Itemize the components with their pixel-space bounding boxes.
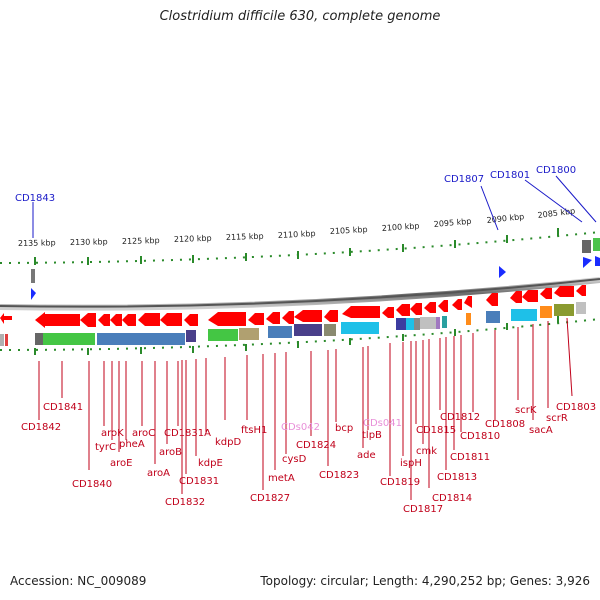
scale-label: 2105 kbp xyxy=(330,225,368,236)
gene-label: cysD xyxy=(282,454,307,465)
gene-label: CD1813 xyxy=(437,472,477,483)
gene-label: scrR xyxy=(546,413,568,424)
gene-label: aroK xyxy=(101,428,124,439)
gene-label: CD1812 xyxy=(440,412,480,423)
scale-label: 2135 kbp xyxy=(18,238,56,248)
gene-arrows[interactable] xyxy=(0,285,586,328)
scale-label: 2115 kbp xyxy=(226,232,264,242)
gene-label: bcp xyxy=(335,423,353,434)
gene-label: aroC xyxy=(132,428,155,439)
rna-label: CDs041 xyxy=(363,418,402,429)
gene-label: CD1842 xyxy=(21,422,61,433)
gene-label: CD1827 xyxy=(250,493,290,504)
gene-label: CD1823 xyxy=(319,470,359,481)
gene-label: CD1831A xyxy=(164,428,211,439)
top-features xyxy=(31,238,600,300)
bottom-labels: CD1841 CD1842 CD1840 aroK tyrC aroE pheA… xyxy=(21,402,596,515)
gene-label: scrK xyxy=(515,405,537,416)
gene-label: CD1808 xyxy=(485,419,525,430)
gene-label: CD1803 xyxy=(556,402,596,413)
gene-label: CD1814 xyxy=(432,493,472,504)
gene-label: CD1831 xyxy=(179,476,219,487)
gene-label: CD1810 xyxy=(460,431,500,442)
gene-label: ade xyxy=(357,450,376,461)
gene-label: aroB xyxy=(159,447,182,458)
genome-backbone xyxy=(0,277,600,311)
gene-label: ftsH1 xyxy=(241,425,267,436)
gene-label: CD1815 xyxy=(416,425,456,436)
rna-label: CDs042 xyxy=(281,422,320,433)
gene-label: metA xyxy=(268,473,295,484)
accession-text: Accession: NC_009089 xyxy=(10,574,147,588)
gene-label: tlpB xyxy=(362,430,382,441)
gene-label: CD1817 xyxy=(403,504,443,515)
scale-label: 2100 kbp xyxy=(382,221,420,233)
gene-label: aroA xyxy=(147,468,170,479)
top-gene-label: CD1800 xyxy=(536,165,576,176)
top-gene-label: CD1807 xyxy=(444,174,484,185)
scale-label: 2125 kbp xyxy=(122,236,160,246)
gene-label: aroE xyxy=(110,458,132,469)
gene-label: CD1832 xyxy=(165,497,205,508)
gene-label: sacA xyxy=(529,425,553,436)
scale-label: 2120 kbp xyxy=(174,234,212,244)
gene-label: ispH xyxy=(400,458,422,469)
lower-ruler-ticks xyxy=(34,316,559,355)
bottom-leaders xyxy=(38,317,573,500)
category-blocks xyxy=(0,302,586,346)
gene-label: cmk xyxy=(416,446,437,457)
gene-label: CD1824 xyxy=(296,440,336,451)
scale-label: 2090 kbp xyxy=(486,212,524,225)
top-gene-label: CD1801 xyxy=(490,170,530,181)
gene-label: CD1811 xyxy=(450,452,490,463)
scale-major-ticks xyxy=(34,228,559,265)
genome-title: Clostridium difficile 630, complete geno… xyxy=(159,9,441,24)
gene-label: CD1819 xyxy=(380,477,420,488)
genome-info-text: Topology: circular; Length: 4,290,252 bp… xyxy=(260,574,590,588)
top-labels: CD1843 CD1807 CD1801 CD1800 xyxy=(15,165,597,238)
gene-label: pheA xyxy=(119,439,145,450)
gene-label: kdpE xyxy=(198,458,223,469)
scale-label: 2110 kbp xyxy=(278,229,316,240)
gene-label: kdpD xyxy=(215,437,241,448)
gene-label: tyrC xyxy=(95,442,116,453)
top-gene-label: CD1843 xyxy=(15,193,55,204)
gene-label: CD1840 xyxy=(72,479,112,490)
scale-label: 2130 kbp xyxy=(70,237,108,247)
gene-label: CD1841 xyxy=(43,402,83,413)
scale-labels: 2135 kbp 2130 kbp 2125 kbp 2120 kbp 2115… xyxy=(18,206,576,248)
scale-label: 2095 kbp xyxy=(433,217,471,229)
